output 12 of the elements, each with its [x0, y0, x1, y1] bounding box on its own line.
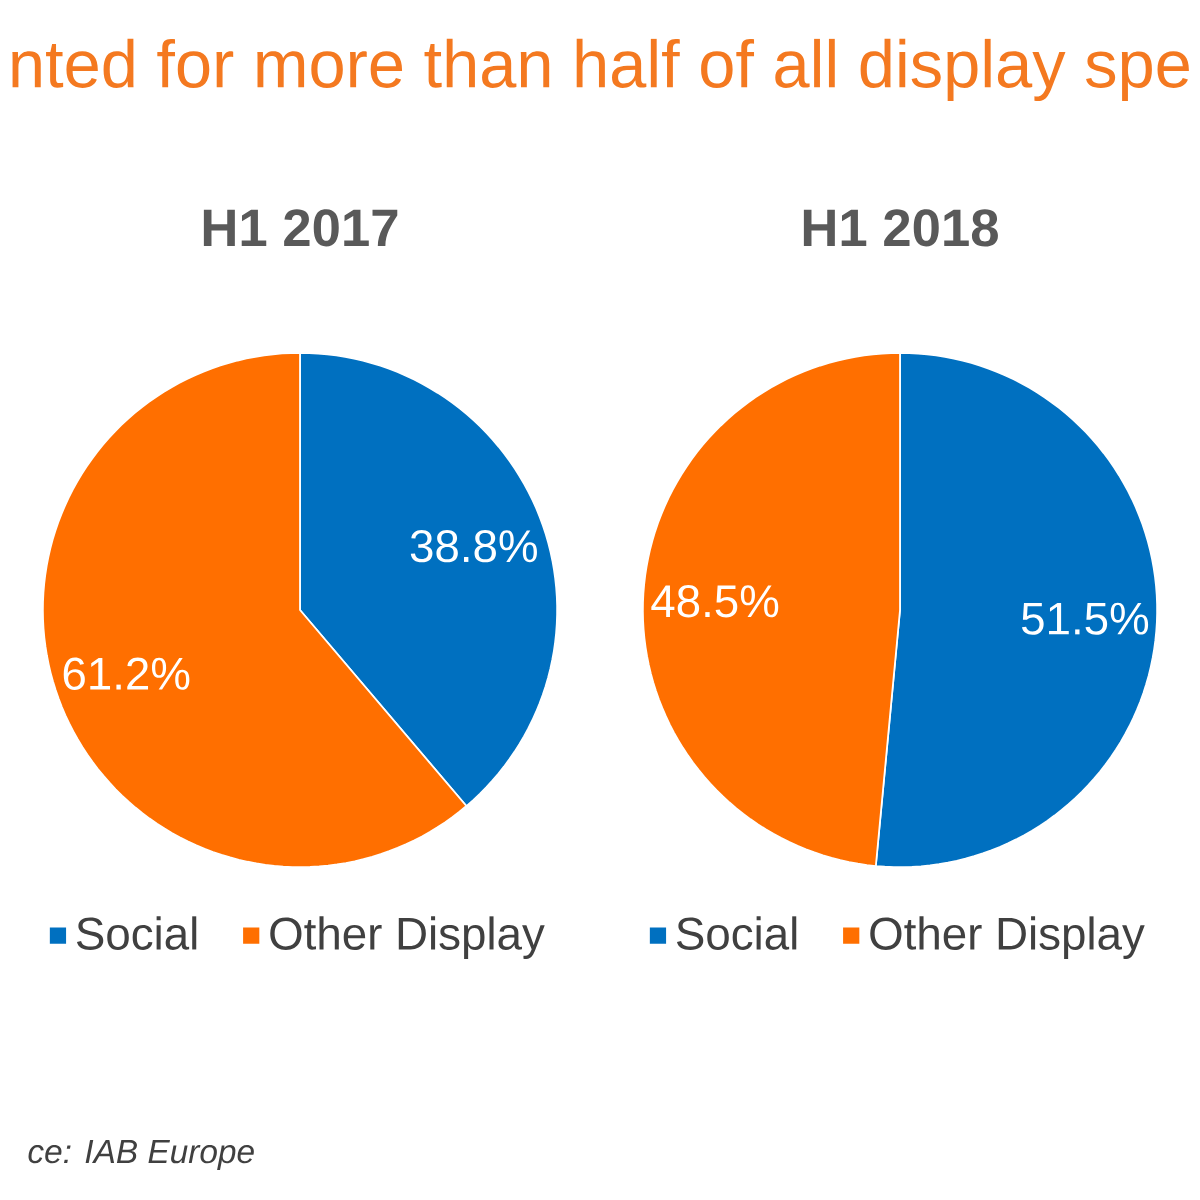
legend-label: Social — [676, 916, 797, 950]
text: ce: IAB Europe — [28, 1140, 254, 1170]
chart-title: H1 2018 — [803, 209, 998, 247]
data-label: 51.5% — [1021, 602, 1149, 635]
data-label: 48.5% — [651, 585, 779, 618]
text: nted for more than half of all display spe — [12, 38, 1189, 102]
legend-label: Other Display — [270, 916, 545, 959]
chart-title: H1 2017 — [203, 209, 398, 247]
data-label: 38.8% — [410, 530, 537, 563]
legend-label: Other Display — [870, 916, 1145, 959]
data-label: 61.2% — [63, 657, 190, 690]
legend-label: Social — [76, 916, 197, 950]
